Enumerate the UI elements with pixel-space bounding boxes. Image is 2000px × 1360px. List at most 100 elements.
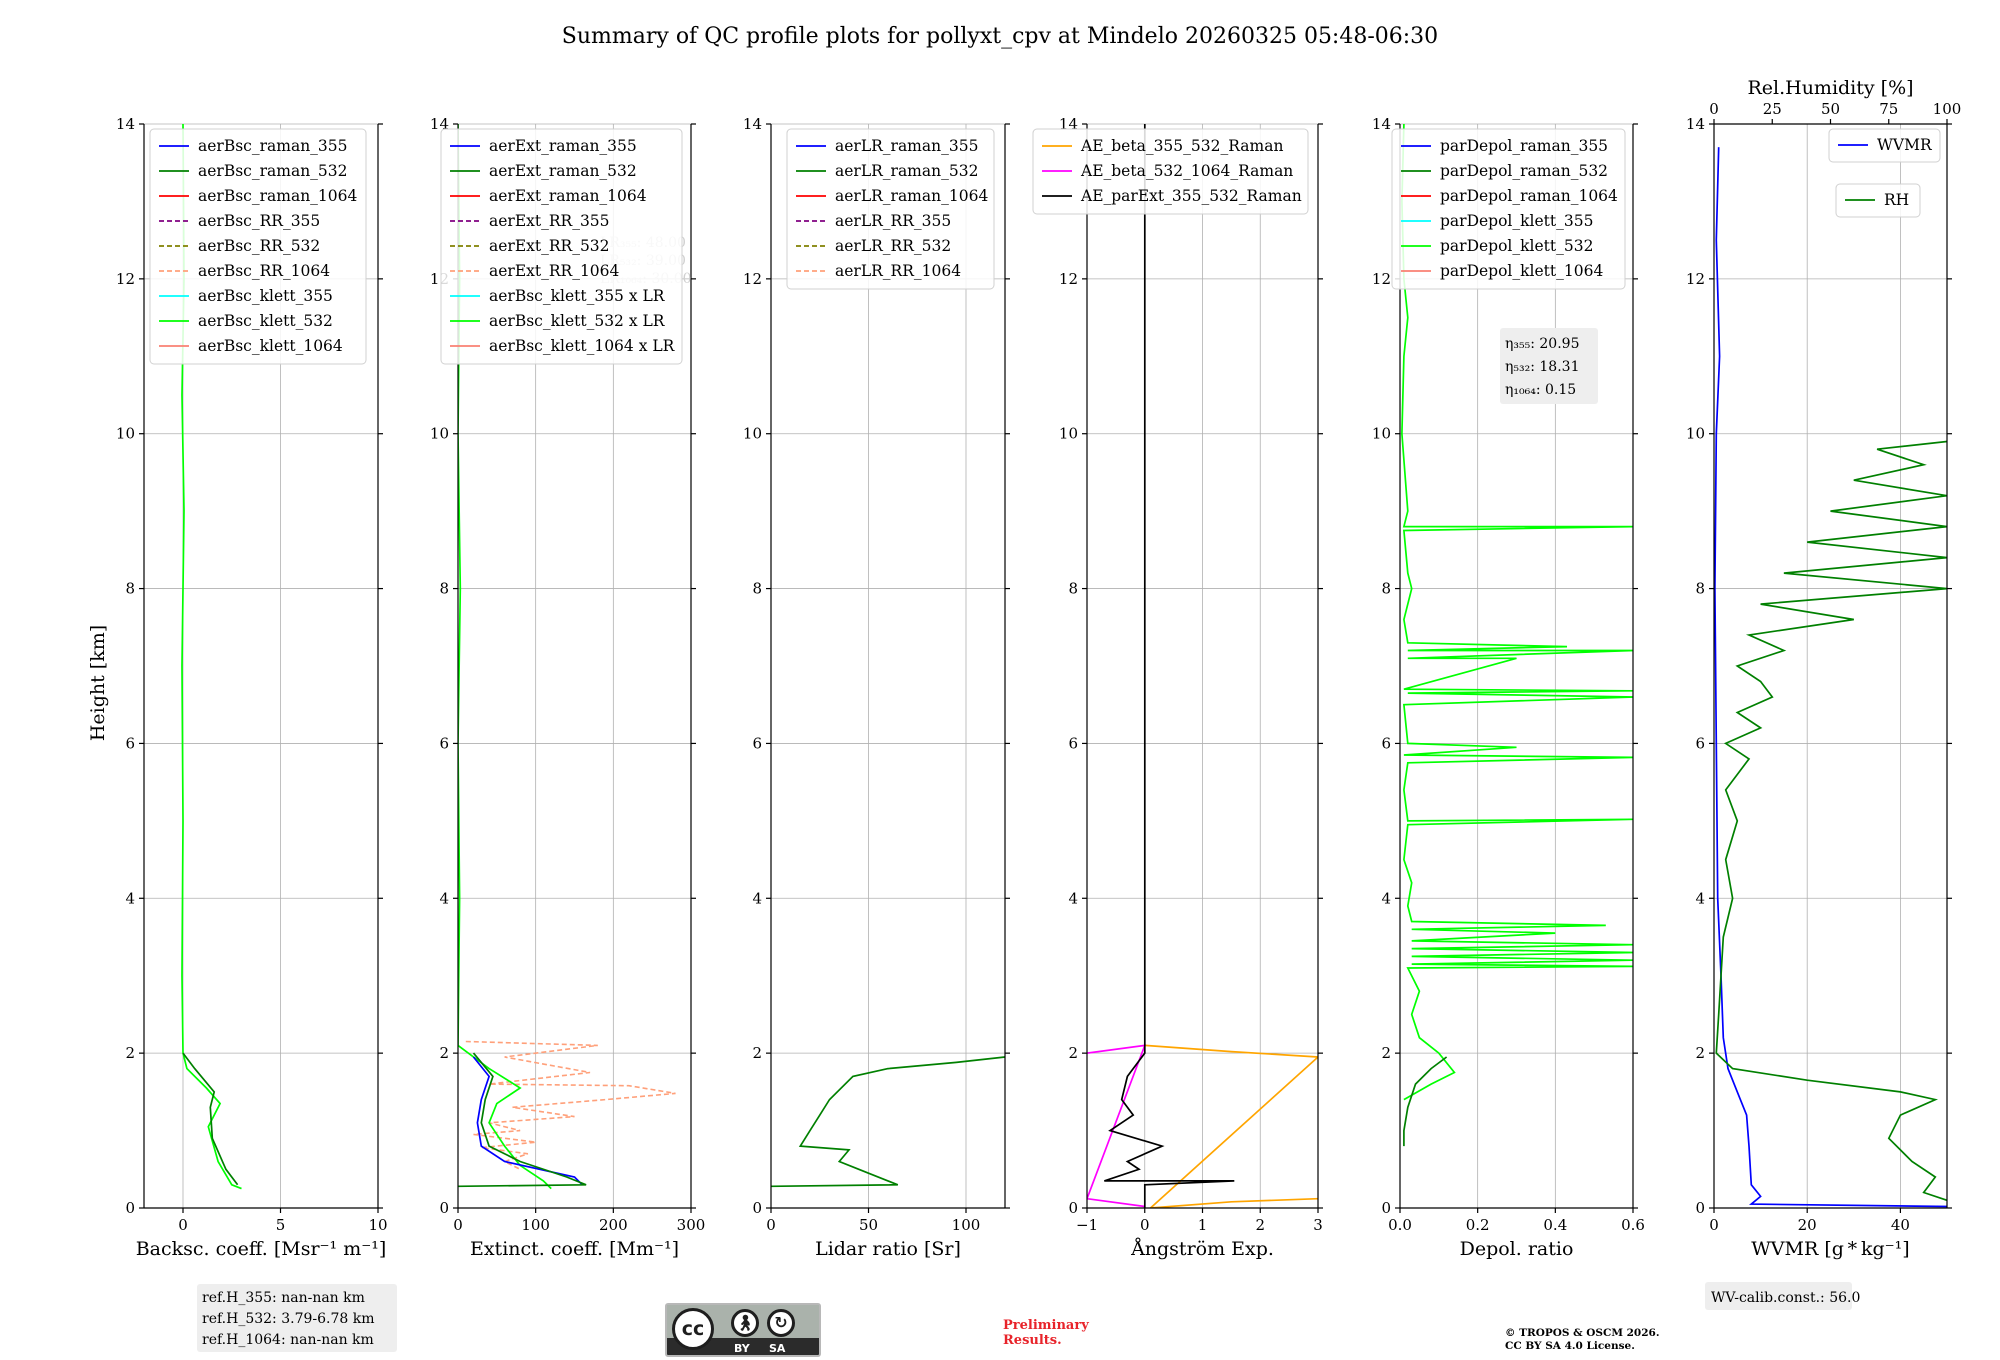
x-tick-label: 100 — [521, 1216, 550, 1234]
x-tick-label: 40 — [1891, 1216, 1910, 1234]
y-tick-label: 12 — [743, 270, 762, 288]
legend-label: RH — [1884, 191, 1909, 209]
y-tick-label: 14 — [116, 115, 135, 133]
wv-calib-box-bg — [1705, 1282, 1852, 1310]
share-alike-icon: ↻ — [767, 1309, 795, 1337]
rh-tick-label: 0 — [1709, 100, 1719, 118]
x-tick-label: −1 — [1076, 1216, 1098, 1234]
legend: aerExt_raman_355 aerExt_raman_532 aerExt_r… — [440, 128, 683, 365]
rh-axis-title: Rel.Humidity [%] — [1747, 77, 1913, 99]
y-tick-label: 6 — [1068, 734, 1078, 752]
panel-bsc: 0 5 10 0 2 4 6 8 10 12 14 Backsc. coeff. [Msr⁻¹ m⁻¹… — [116, 115, 397, 1352]
ref-height-line: ref.H_355: nan-nan km — [202, 1290, 365, 1306]
wv-calib-box: WV-calib.const.: 56.0 — [1705, 1282, 1860, 1310]
y-tick-label: 4 — [752, 889, 762, 907]
legend-label: aerBsc_klett_355 — [198, 287, 333, 305]
copyright-notice: © TROPOS & OSCM 2026. CC BY SA 4.0 Licen… — [1505, 1327, 1660, 1353]
y-tick-label: 10 — [1686, 425, 1705, 443]
legend-label: parDepol_raman_355 — [1440, 137, 1608, 155]
y-tick-label: 14 — [430, 115, 449, 133]
cc-by-sa-badge[interactable]: cc 🚶︎ ↻ BY SA — [665, 1303, 821, 1357]
y-tick-label: 4 — [1381, 889, 1391, 907]
y-tick-label: 10 — [1372, 425, 1391, 443]
eta-box: η₃₅₅: 20.95 η₅₃₂: 18.31 η₁₀₆₄: 0.15 — [1500, 328, 1598, 404]
y-tick-label: 2 — [1695, 1044, 1705, 1062]
y-tick-label: 0 — [1695, 1199, 1705, 1217]
legend-label: aerExt_raman_1064 — [489, 187, 647, 205]
rh-tick-label: 25 — [1763, 100, 1782, 118]
x-axis-label: Extinct. coeff. [Mm⁻¹] — [470, 1238, 679, 1260]
x-axis-label: Backsc. coeff. [Msr⁻¹ m⁻¹] — [136, 1238, 387, 1260]
y-tick-label: 12 — [1372, 270, 1391, 288]
legend-label: parDepol_klett_1064 — [1440, 262, 1603, 280]
y-tick-label: 0 — [125, 1199, 135, 1217]
legend-label: aerBsc_klett_355 x LR — [489, 287, 666, 305]
x-axis-label: Depol. ratio — [1460, 1238, 1574, 1260]
legend: parDepol_raman_355 parDepol_raman_532 parD… — [1391, 128, 1626, 290]
legend-label: aerBsc_klett_532 x LR — [489, 312, 666, 330]
badge-sa-text: SA — [769, 1342, 786, 1355]
preliminary-notice: Preliminary Results. — [1003, 1318, 1089, 1348]
copyright-line-2: CC BY SA 4.0 License. — [1505, 1340, 1635, 1352]
y-tick-label: 6 — [1695, 734, 1705, 752]
series-line-aerext-raman-355 — [472, 1056, 583, 1186]
legend-label: aerExt_raman_355 — [489, 137, 637, 155]
legend-frame — [440, 128, 683, 365]
y-tick-label: 12 — [1059, 270, 1078, 288]
legend-label: aerLR_RR_532 — [835, 237, 951, 255]
y-tick-label: 2 — [1068, 1044, 1078, 1062]
legend-frame — [786, 128, 995, 290]
legend-label: aerBsc_klett_1064 x LR — [489, 337, 676, 355]
y-tick-label: 2 — [1381, 1044, 1391, 1062]
x-tick-label: 3 — [1313, 1216, 1323, 1234]
y-tick-label: 10 — [1059, 425, 1078, 443]
wv-calib-text: WV-calib.const.: 56.0 — [1711, 1290, 1860, 1306]
x-tick-label: 1 — [1198, 1216, 1208, 1234]
y-tick-label: 4 — [1068, 889, 1078, 907]
y-tick-label: 6 — [125, 734, 135, 752]
figure-title: Summary of QC profile plots for pollyxt_… — [562, 24, 1438, 49]
x-axis-label: WVMR [g * kg⁻¹] — [1751, 1238, 1909, 1260]
eta-annotation: η₁₀₆₄: 0.15 — [1505, 382, 1576, 398]
series-line-ae-beta-355-532-raman — [1144, 1044, 1318, 1208]
series-line-aerlr-raman-532 — [771, 1056, 1005, 1188]
rh-tick-label: 50 — [1821, 100, 1840, 118]
y-tick-label: 8 — [439, 580, 449, 598]
panel-wv: 0 20 40 0 2 4 6 8 10 12 14 WVMR [g * kg⁻¹] 0 25 50 75 10… — [1686, 77, 1961, 1310]
y-tick-label: 2 — [752, 1044, 762, 1062]
copyright-line-1: © TROPOS & OSCM 2026. — [1505, 1327, 1660, 1339]
legend-label: parDepol_raman_532 — [1440, 162, 1608, 180]
preliminary-line-2: Results. — [1003, 1333, 1062, 1348]
y-tick-label: 0 — [1068, 1199, 1078, 1217]
y-tick-label: 14 — [743, 115, 762, 133]
legend-label: aerLR_raman_532 — [835, 162, 978, 180]
legend-frame — [1391, 128, 1626, 290]
x-tick-label: 200 — [599, 1216, 628, 1234]
x-tick-label: 300 — [677, 1216, 706, 1234]
legend: RH — [1835, 183, 1921, 218]
y-tick-label: 0 — [1381, 1199, 1391, 1217]
legend-label: parDepol_klett_532 — [1440, 237, 1593, 255]
legend-label: aerExt_RR_1064 — [489, 262, 620, 280]
legend: aerLR_raman_355 aerLR_raman_532 aerLR_rama… — [786, 128, 995, 290]
legend-label: aerExt_raman_532 — [489, 162, 637, 180]
y-tick-label: 0 — [439, 1199, 449, 1217]
panel-lr: 0 50 100 0 2 4 6 8 10 12 14 Lidar ratio [Sr] aerLR_r… — [743, 115, 1010, 1260]
y-tick-label: 12 — [1686, 270, 1705, 288]
ref-height-line: ref.H_1064: nan-nan km — [202, 1332, 374, 1348]
x-tick-label: 0 — [766, 1216, 776, 1234]
legend-label: WVMR — [1877, 136, 1933, 154]
legend-label: aerBsc_RR_1064 — [198, 262, 330, 280]
x-tick-label: 0 — [1709, 1216, 1719, 1234]
ref-height-box-bg — [197, 1284, 397, 1352]
x-tick-label: 0.2 — [1466, 1216, 1490, 1234]
ref-height-line: ref.H_532: 3.79-6.78 km — [202, 1311, 375, 1327]
eta-annotation: η₃₅₅: 20.95 — [1505, 336, 1579, 352]
legend-label: AE_beta_355_532_Raman — [1080, 137, 1283, 155]
legend-frame — [1835, 183, 1921, 218]
x-tick-label: 0 — [1140, 1216, 1150, 1234]
x-tick-label: 0.4 — [1543, 1216, 1567, 1234]
series-line-aerext-rr-1064 — [465, 1040, 676, 1171]
y-tick-label: 8 — [1068, 580, 1078, 598]
